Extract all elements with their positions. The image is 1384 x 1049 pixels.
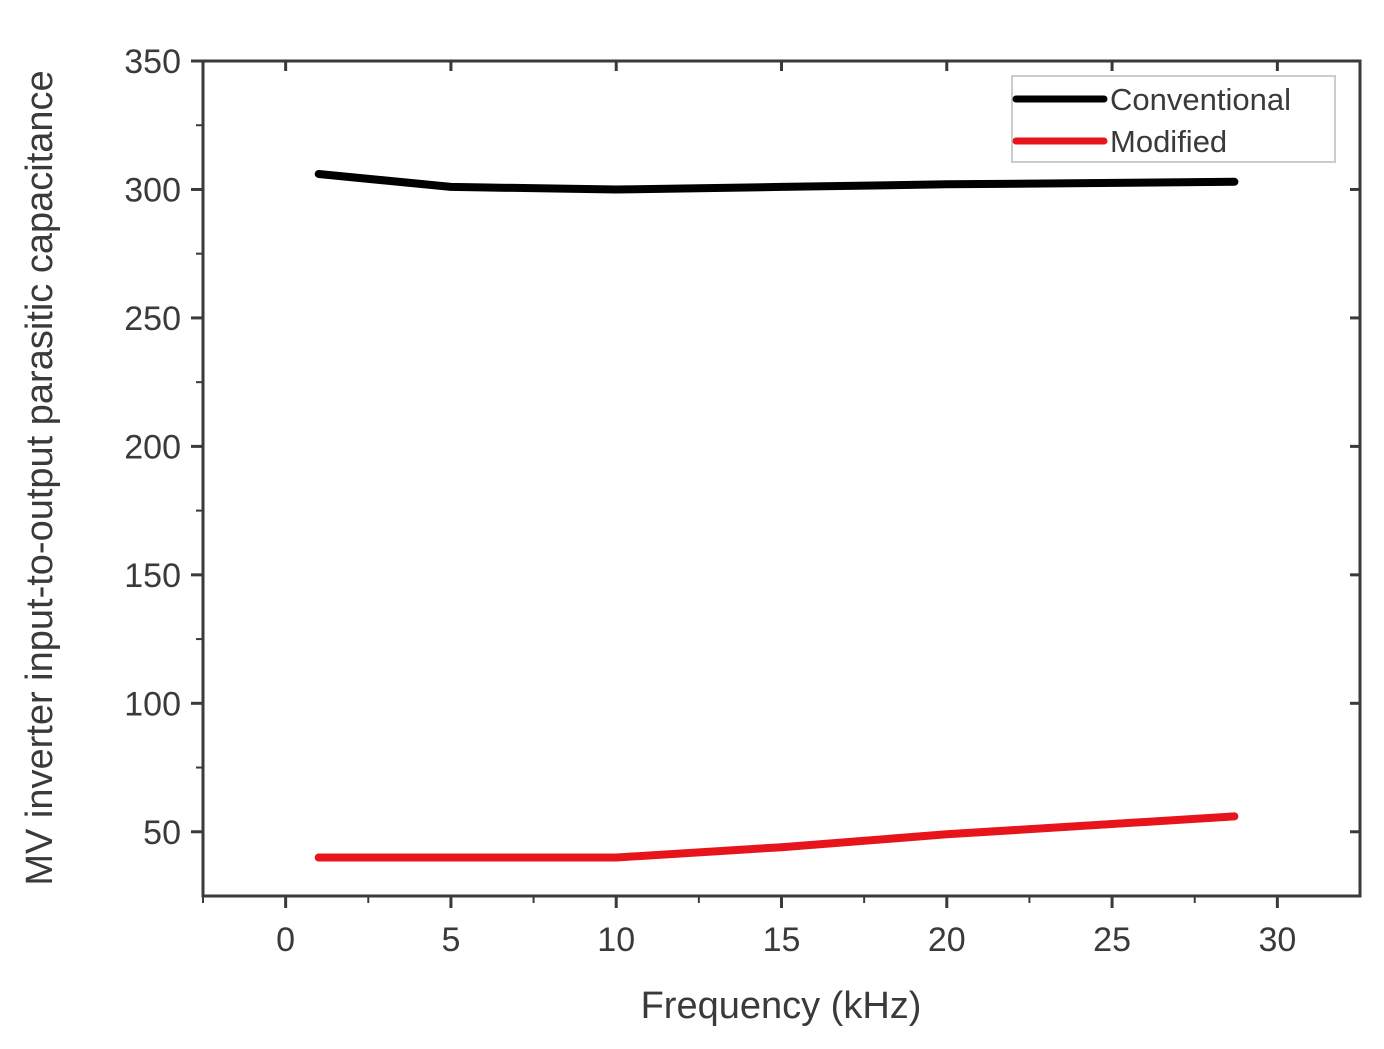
x-tick-label: 15 bbox=[763, 921, 801, 959]
y-tick-label: 350 bbox=[124, 43, 181, 81]
x-tick-label: 25 bbox=[1093, 921, 1131, 959]
x-tick-label: 5 bbox=[441, 921, 460, 959]
legend-box bbox=[1011, 75, 1336, 163]
series-lines bbox=[314, 170, 1239, 862]
axis-tick-labels: 0 5 10 15 20 25 30 50 100 150 200 250 300 350 bbox=[124, 43, 1296, 959]
legend-label-conventional: Conventional bbox=[1110, 82, 1291, 117]
y-tick-label: 100 bbox=[124, 685, 181, 723]
x-tick-label: 20 bbox=[928, 921, 966, 959]
x-tick-label: 30 bbox=[1258, 921, 1296, 959]
x-axis-label: Frequency (kHz) bbox=[641, 985, 922, 1027]
y-tick-label: 200 bbox=[124, 428, 181, 466]
x-tick-label: 0 bbox=[276, 921, 295, 959]
y-axis-label: MV inverter input-to-output parasitic ca… bbox=[19, 70, 61, 885]
y-tick-label: 300 bbox=[124, 171, 181, 209]
legend-label-modified: Modified bbox=[1110, 124, 1227, 159]
x-tick-label: 10 bbox=[597, 921, 635, 959]
axis-ticks bbox=[191, 59, 1360, 908]
y-tick-label: 250 bbox=[124, 300, 181, 338]
y-tick-label: 150 bbox=[124, 557, 181, 595]
series-line-modified bbox=[314, 812, 1239, 862]
legend: Conventional Modified bbox=[1011, 75, 1336, 163]
series-line-conventional bbox=[314, 170, 1239, 194]
y-tick-label: 50 bbox=[143, 814, 181, 852]
